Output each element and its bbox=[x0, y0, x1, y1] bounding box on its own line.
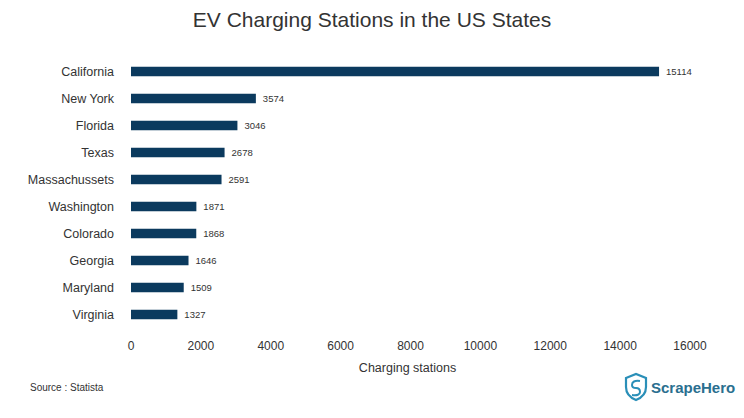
logo-text: ScrapeHero bbox=[651, 379, 735, 396]
tick-label: 14000 bbox=[603, 339, 637, 353]
logo-icon bbox=[626, 374, 646, 400]
data-label: 3574 bbox=[263, 93, 284, 104]
bar bbox=[131, 148, 225, 158]
data-label: 1509 bbox=[191, 282, 212, 293]
logo: ScrapeHero bbox=[626, 374, 735, 400]
title: EV Charging Stations in the US States bbox=[193, 8, 551, 31]
data-label: 15114 bbox=[666, 66, 692, 77]
data-label: 3046 bbox=[244, 120, 265, 131]
tick-label: 12000 bbox=[534, 339, 568, 353]
category-label: Washington bbox=[48, 200, 114, 214]
bar bbox=[131, 175, 222, 185]
category-label: New York bbox=[61, 92, 115, 106]
bar bbox=[131, 94, 256, 104]
chart-container: EV Charging Stations in the US States 0 20… bbox=[0, 0, 744, 418]
axis-label: Charging stations bbox=[359, 361, 456, 375]
category-label: Virginia bbox=[73, 308, 115, 322]
tick-label: 6000 bbox=[327, 339, 354, 353]
tick-label: 8000 bbox=[397, 339, 424, 353]
category-label: Texas bbox=[81, 146, 114, 160]
category-label: Georgia bbox=[70, 254, 115, 268]
logo-icon bbox=[632, 381, 640, 395]
bar bbox=[131, 256, 189, 266]
data-label: 1868 bbox=[203, 228, 224, 239]
data-label: 1327 bbox=[184, 309, 205, 320]
category-label: Colorado bbox=[63, 227, 114, 241]
bar bbox=[131, 202, 196, 212]
bar bbox=[131, 310, 177, 320]
category-label: Massachussets bbox=[28, 173, 114, 187]
bar bbox=[131, 283, 184, 293]
category-label: Maryland bbox=[63, 281, 114, 295]
tick-label: 10000 bbox=[464, 339, 498, 353]
chart-svg: EV Charging Stations in the US States 0 20… bbox=[0, 0, 744, 418]
data-label: 1871 bbox=[203, 201, 224, 212]
source-note: Source : Statista bbox=[30, 382, 104, 393]
category-label: Florida bbox=[76, 119, 114, 133]
category-label: California bbox=[61, 65, 114, 79]
tick-label: 16000 bbox=[673, 339, 707, 353]
bar bbox=[131, 121, 237, 131]
tick-label: 4000 bbox=[257, 339, 284, 353]
data-label: 2678 bbox=[232, 147, 253, 158]
tick-label: 2000 bbox=[188, 339, 215, 353]
bar bbox=[131, 229, 196, 239]
bars bbox=[131, 67, 659, 320]
tick-label: 0 bbox=[128, 339, 135, 353]
bar bbox=[131, 67, 659, 77]
data-label: 2591 bbox=[229, 174, 250, 185]
data-label: 1646 bbox=[196, 255, 217, 266]
